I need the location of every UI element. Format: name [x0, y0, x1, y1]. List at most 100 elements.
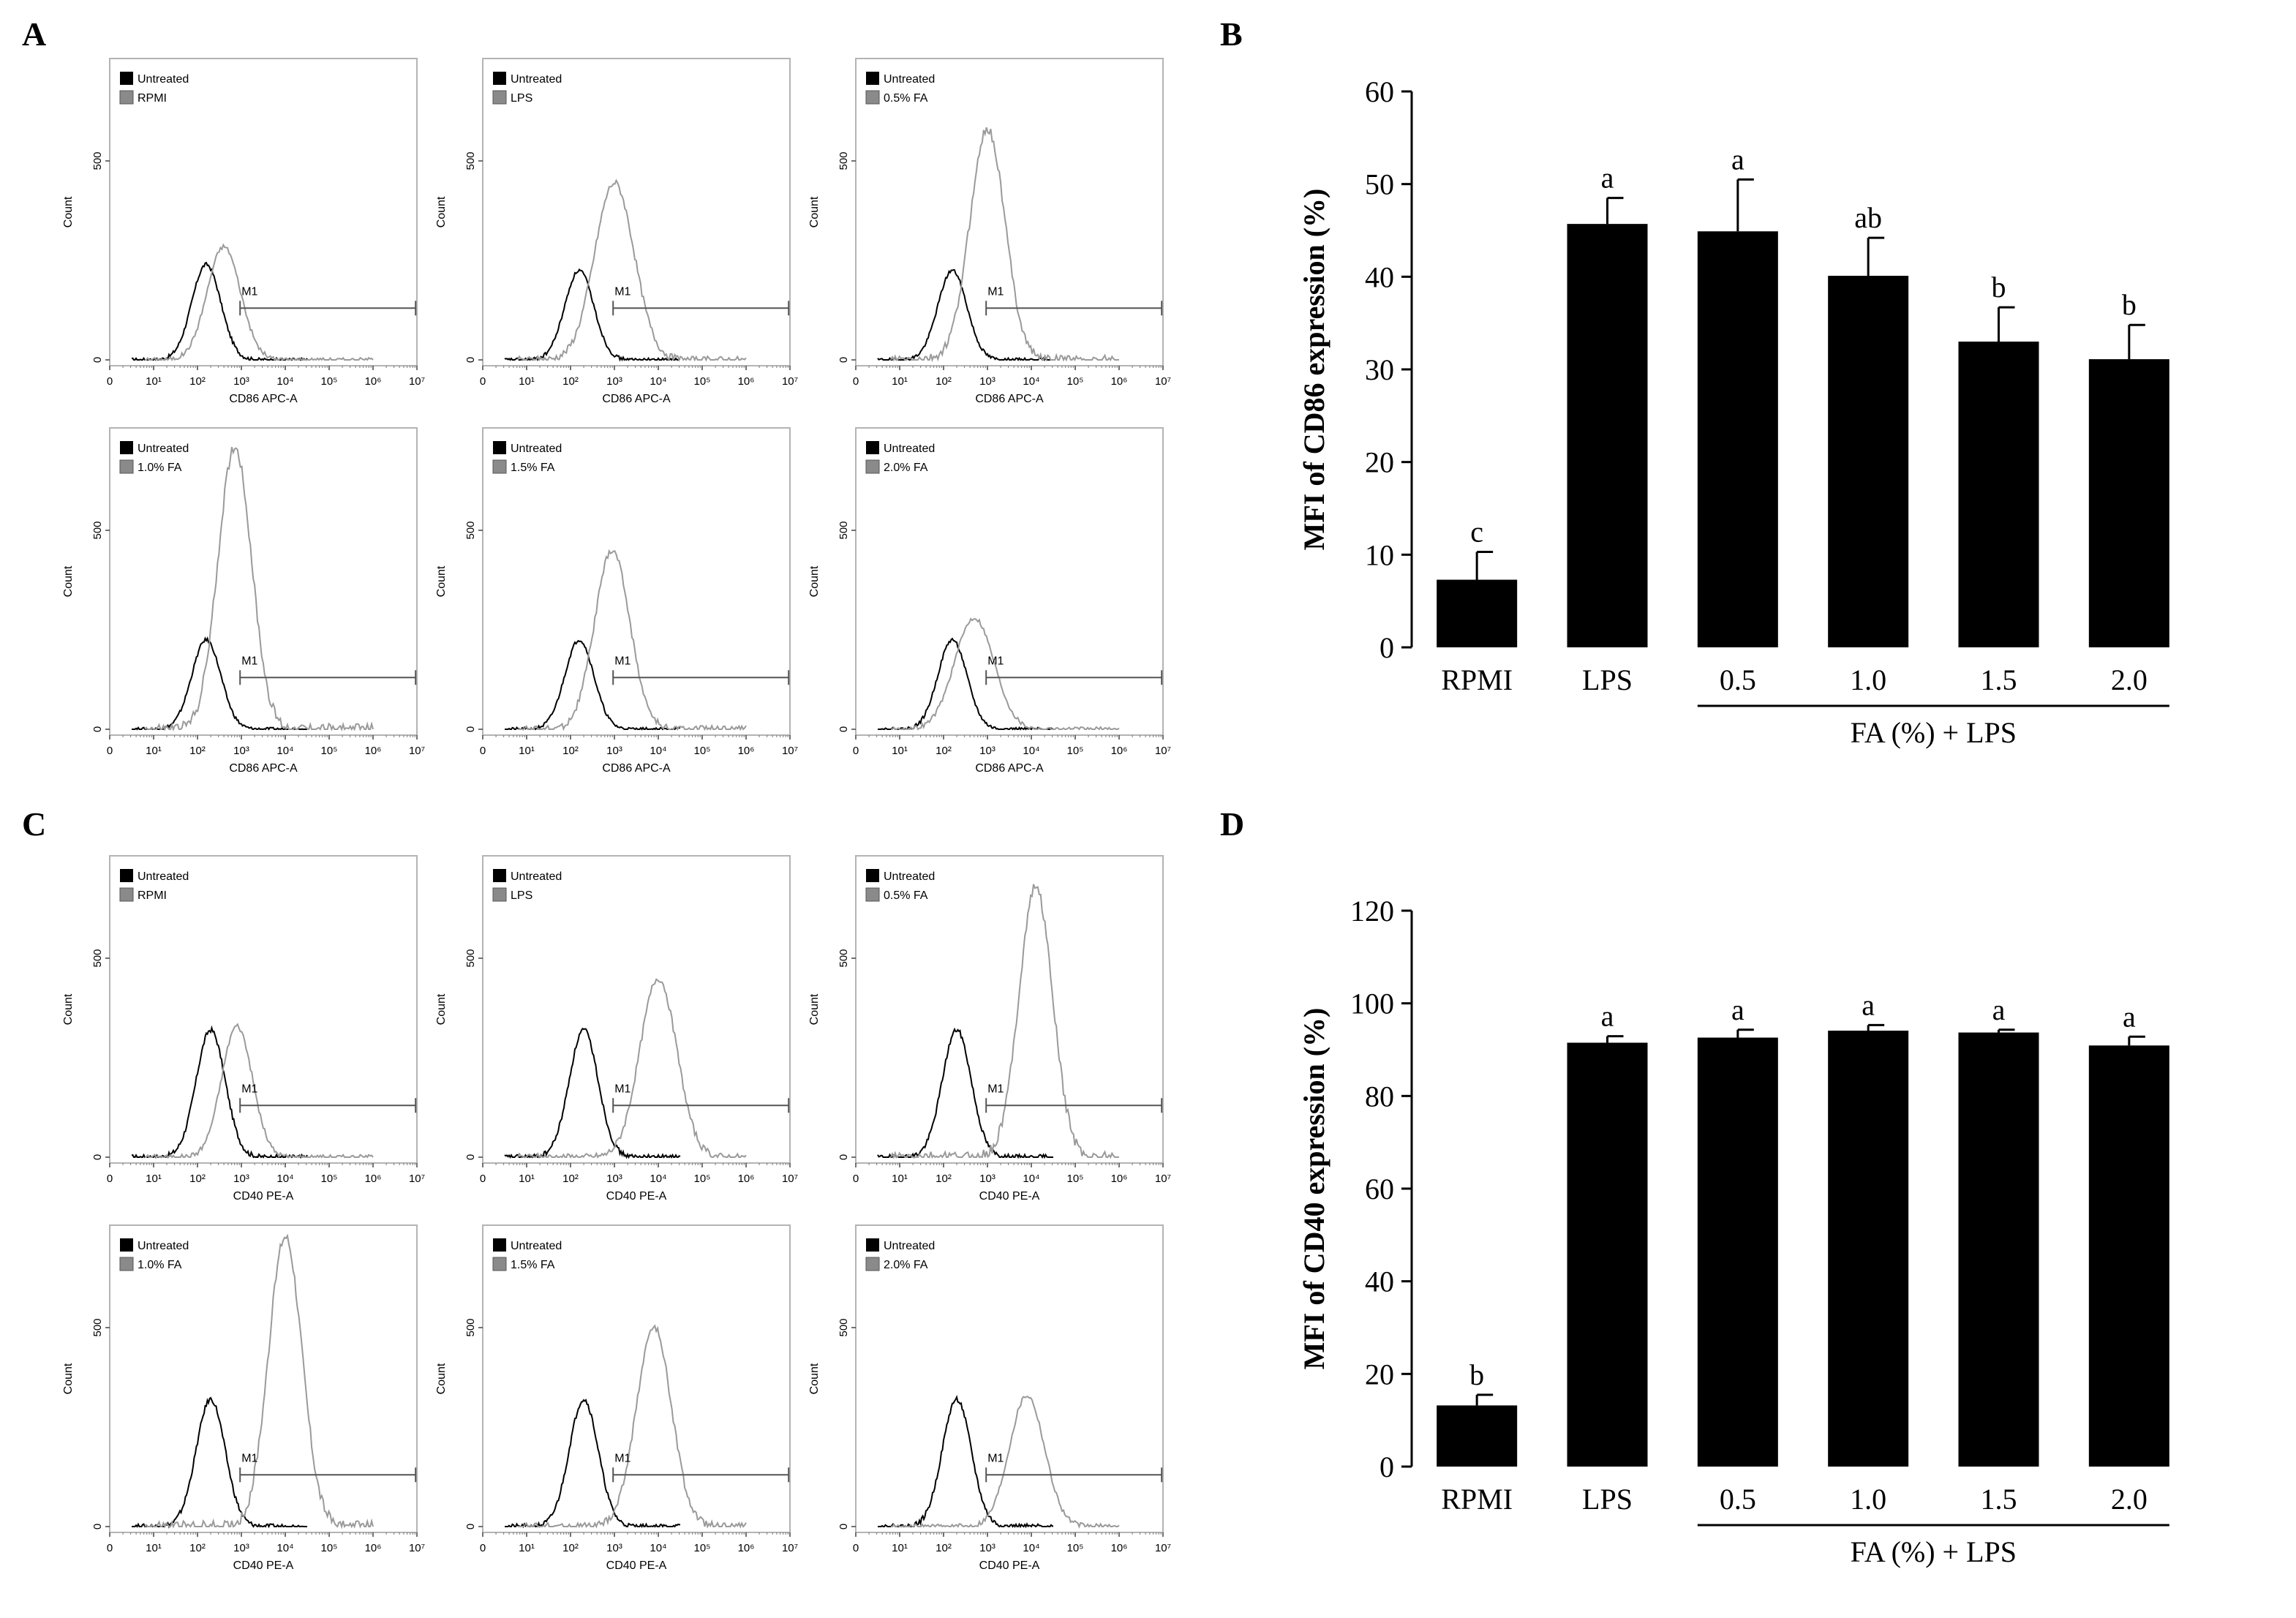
- histogram-x-tick-label: 10²: [189, 375, 206, 388]
- legend-label-treated: 0.5% FA: [884, 92, 928, 105]
- bar-y-tick-label: 30: [1365, 353, 1394, 386]
- legend-label-treated: 1.5% FA: [511, 462, 555, 474]
- significance-letter: a: [1601, 1000, 1614, 1033]
- untreated-histogram-curve: [877, 1027, 1053, 1159]
- legend-label-untreated: Untreated: [884, 870, 935, 883]
- histogram-y-axis-label: Count: [435, 565, 448, 597]
- histogram-x-axis-label: CD86 APC-A: [975, 762, 1044, 775]
- bar-y-tick-label: 0: [1380, 631, 1394, 664]
- legend-label-treated: LPS: [511, 92, 532, 105]
- histogram-x-tick-label: 10²: [936, 1173, 952, 1185]
- bar-category-label: 1.0: [1850, 663, 1886, 696]
- legend-label-treated: 2.0% FA: [884, 1259, 928, 1271]
- bar: [1828, 1031, 1909, 1467]
- histogram-y-axis-label: Count: [62, 1363, 75, 1394]
- legend-swatch-untreated: [493, 441, 506, 454]
- histogram-x-tick-label: 10³: [979, 1173, 995, 1185]
- histogram-y-tick-label: 500: [838, 1318, 850, 1336]
- histogram-x-tick-label: 10¹: [892, 1542, 908, 1554]
- significance-letter: b: [1469, 1358, 1484, 1391]
- bar-y-tick-label: 20: [1365, 1358, 1394, 1391]
- histogram-panel: 0 500 Count 0 10¹ 10² 10³ 10⁴ 10⁵ 10⁶ 10⁷ CD40 PE-A…: [435, 1224, 798, 1572]
- untreated-histogram-curve: [504, 268, 681, 362]
- histogram-x-tick-label: 10⁵: [694, 375, 711, 388]
- histogram-x-tick-label: 10²: [936, 745, 952, 757]
- histogram-x-axis-label: CD40 PE-A: [606, 1190, 667, 1203]
- legend-swatch-treated: [119, 459, 134, 474]
- histogram-x-tick-label: 10⁴: [1023, 745, 1039, 757]
- histogram-x-tick-label: 0: [480, 1173, 486, 1185]
- histogram-x-tick-label: 10²: [562, 375, 579, 388]
- histogram-x-tick-label: 10⁵: [1067, 1173, 1084, 1185]
- legend-label-untreated: Untreated: [511, 443, 562, 455]
- untreated-histogram-curve: [878, 637, 1054, 731]
- bar: [1958, 1032, 2039, 1467]
- histogram-x-tick-label: 10⁵: [321, 745, 338, 757]
- histogram-x-axis-label: CD86 APC-A: [229, 762, 298, 775]
- histogram-x-tick-label: 10⁶: [1111, 1173, 1128, 1185]
- histogram-x-tick-label: 0: [107, 375, 113, 388]
- histogram-y-axis-label: Count: [435, 1363, 448, 1394]
- bar-y-axis-label: MFI of CD86 expression (%): [1298, 189, 1330, 551]
- cd40-bar-chart: 0 20 40 60 80 100 120 MFI of CD40 expression (%…: [1298, 895, 2169, 1568]
- histogram-x-tick-label: 10⁵: [694, 745, 711, 757]
- histogram-x-tick-label: 10¹: [146, 1542, 162, 1554]
- histogram-frame: [855, 427, 1164, 736]
- legend-label-untreated: Untreated: [884, 73, 935, 86]
- legend-swatch-treated: [119, 90, 134, 105]
- legend-swatch-untreated: [866, 869, 879, 882]
- untreated-histogram-curve: [504, 1027, 681, 1159]
- legend-label-untreated: Untreated: [138, 443, 189, 455]
- histogram-y-axis-label: Count: [435, 196, 448, 227]
- treated-histogram-curve: [144, 1233, 374, 1529]
- legend-swatch-treated: [492, 90, 507, 105]
- panel-label-c: C: [22, 805, 46, 843]
- legend-swatch-treated: [865, 887, 880, 902]
- histogram-x-tick-label: 10⁴: [1023, 375, 1039, 388]
- histogram-x-tick-label: 10⁶: [1111, 1542, 1128, 1554]
- untreated-histogram-curve: [505, 1399, 680, 1529]
- treated-histogram-curve: [518, 1324, 747, 1529]
- histogram-x-tick-label: 10⁵: [1067, 375, 1084, 388]
- treated-histogram-curve: [144, 447, 374, 731]
- histogram-frame: [855, 58, 1164, 366]
- legend-swatch-untreated: [866, 441, 879, 454]
- histogram-panel: 0 500 Count 0 10¹ 10² 10³ 10⁴ 10⁵ 10⁶ 10⁷ CD40 PE-A…: [62, 855, 425, 1203]
- legend-swatch-untreated: [493, 1238, 506, 1252]
- histogram-x-tick-label: 10¹: [892, 1173, 908, 1185]
- legend-swatch-untreated: [120, 1238, 133, 1252]
- histogram-x-tick-label: 10³: [233, 1542, 249, 1554]
- histogram-x-tick-label: 10⁵: [321, 1173, 338, 1185]
- legend-label-untreated: Untreated: [138, 73, 189, 86]
- gate-marker-label: M1: [241, 655, 257, 667]
- histogram-frame: [482, 1224, 791, 1533]
- legend-swatch-treated: [119, 887, 134, 902]
- bar-y-tick-label: 20: [1365, 446, 1394, 479]
- untreated-histogram-curve: [878, 1394, 1054, 1529]
- treated-histogram-curve: [145, 243, 374, 362]
- legend-label-treated: LPS: [511, 889, 532, 902]
- cd86-bar-chart: 0 10 20 30 40 50 60 MFI of CD86 expression (%) c…: [1298, 75, 2169, 749]
- histogram-y-tick-label: 0: [91, 1154, 104, 1160]
- histogram-x-tick-label: 10¹: [146, 375, 162, 388]
- histogram-x-tick-label: 10⁶: [738, 745, 755, 757]
- histogram-x-tick-label: 0: [480, 1542, 486, 1554]
- legend-swatch-treated: [865, 90, 880, 105]
- histogram-panel: 0 500 Count 0 10¹ 10² 10³ 10⁴ 10⁵ 10⁶ 10⁷ CD86 APC-…: [808, 427, 1171, 775]
- treated-histogram-curve: [518, 549, 747, 731]
- significance-letter: a: [1862, 988, 1875, 1021]
- histogram-y-axis-label: Count: [62, 993, 75, 1025]
- bar-category-label: 1.5: [1981, 663, 2017, 696]
- histogram-x-axis-label: CD40 PE-A: [979, 1559, 1040, 1572]
- histogram-x-tick-label: 10³: [979, 375, 995, 388]
- histogram-x-tick-label: 10⁷: [409, 1173, 425, 1185]
- histogram-x-tick-label: 10⁷: [409, 1542, 425, 1554]
- histogram-x-tick-label: 10¹: [146, 745, 162, 757]
- histogram-y-tick-label: 500: [838, 949, 850, 967]
- bar-y-tick-label: 60: [1365, 1173, 1394, 1205]
- histogram-x-tick-label: 10²: [936, 1542, 952, 1554]
- histogram-y-tick-label: 0: [91, 357, 104, 363]
- histogram-frame: [855, 1224, 1164, 1533]
- histogram-x-tick-label: 10⁴: [276, 1542, 293, 1554]
- histogram-y-tick-label: 0: [91, 726, 104, 732]
